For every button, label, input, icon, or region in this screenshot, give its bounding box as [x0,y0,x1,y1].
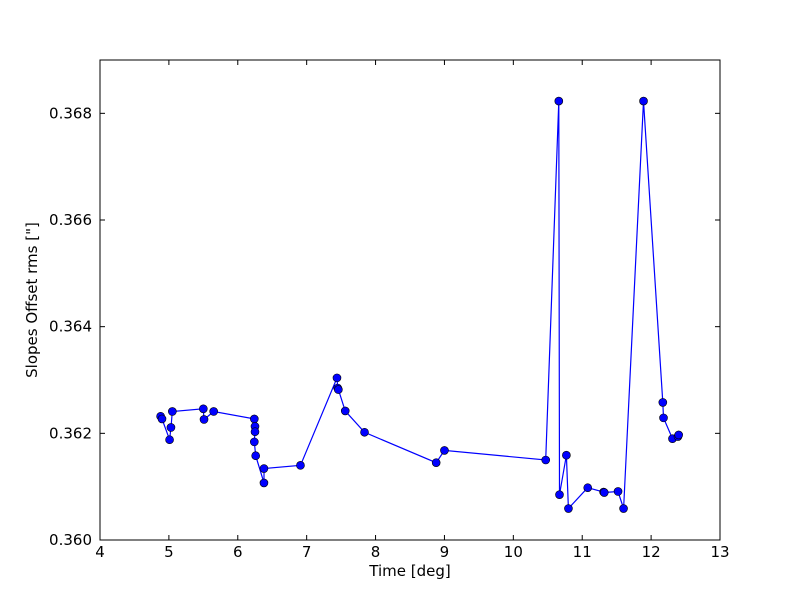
data-point [259,464,269,473]
data-point [250,414,259,424]
data-point [613,487,623,496]
y-tick-label: 0.368 [49,104,92,122]
y-axis-label: Slopes Offset rms ["] [23,222,41,378]
plot-area [156,96,683,513]
data-point [332,373,342,383]
series-line [160,101,680,510]
data-point [639,96,648,106]
data-point [674,430,683,440]
data-point [564,504,573,513]
data-point [555,490,564,499]
x-tick-label: 7 [302,543,312,561]
x-tick-label: 11 [573,543,592,561]
y-tick-label: 0.360 [49,531,92,549]
y-axis-ticks: 0.360 0.362 0.364 0.366 0.368 [49,104,720,549]
x-axis-ticks: 4 5 6 7 8 9 10 11 12 13 [95,60,730,561]
x-tick-label: 5 [164,543,174,561]
data-point [168,407,177,416]
data-point [251,451,260,461]
data-point [250,437,259,447]
y-tick-label: 0.362 [49,424,92,442]
data-point [658,398,668,407]
data-point [659,413,668,423]
data-point [157,414,167,424]
data-point [199,404,208,414]
data-point [340,406,350,416]
data-point [562,450,571,460]
x-tick-label: 9 [440,543,450,561]
data-point [619,504,628,513]
data-point [554,96,564,106]
data-point [209,407,218,416]
data-point [541,455,551,465]
data-point [296,461,305,470]
data-point [360,427,369,437]
y-tick-label: 0.366 [49,211,92,229]
data-point [599,488,609,497]
data-point [334,385,343,394]
x-tick-label: 8 [371,543,381,561]
x-tick-label: 6 [233,543,243,561]
data-point [165,435,174,445]
data-point [250,427,260,437]
data-point [199,415,209,424]
x-axis-label: Time [deg] [368,562,450,580]
y-tick-label: 0.364 [49,318,92,336]
x-tick-label: 13 [710,543,729,561]
data-point [440,446,449,455]
x-tick-label: 4 [95,543,105,561]
x-tick-label: 10 [504,543,523,561]
data-point [259,478,269,488]
plot-frame [99,59,721,541]
data-point [166,423,176,432]
x-tick-label: 12 [642,543,661,561]
data-point [583,483,593,493]
data-point [431,458,441,467]
